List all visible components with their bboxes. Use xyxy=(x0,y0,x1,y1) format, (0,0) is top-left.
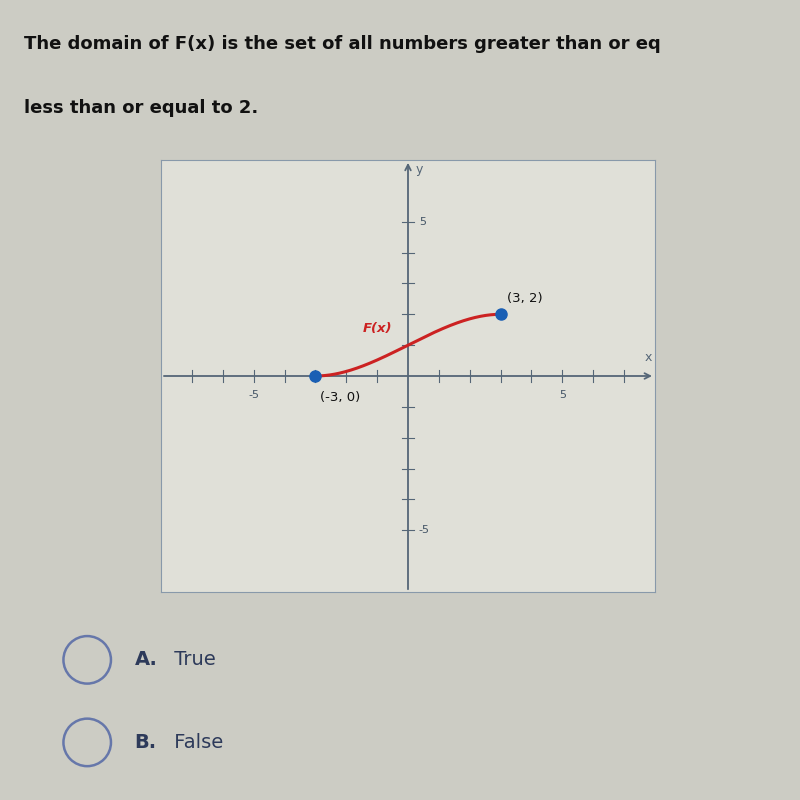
Text: B.: B. xyxy=(134,733,157,752)
Text: 5: 5 xyxy=(419,217,426,226)
Text: x: x xyxy=(644,350,652,364)
Text: False: False xyxy=(168,733,223,752)
Text: A.: A. xyxy=(134,650,158,670)
Text: The domain of F(x) is the set of all numbers greater than or eq: The domain of F(x) is the set of all num… xyxy=(24,35,661,53)
Text: -5: -5 xyxy=(248,390,259,400)
Text: y: y xyxy=(416,163,423,176)
Text: F(x): F(x) xyxy=(363,322,393,334)
Text: (-3, 0): (-3, 0) xyxy=(320,391,360,405)
Text: True: True xyxy=(168,650,216,670)
Text: 5: 5 xyxy=(558,390,566,400)
Text: -5: -5 xyxy=(419,526,430,535)
Text: less than or equal to 2.: less than or equal to 2. xyxy=(24,99,258,118)
Text: (3, 2): (3, 2) xyxy=(506,292,542,305)
